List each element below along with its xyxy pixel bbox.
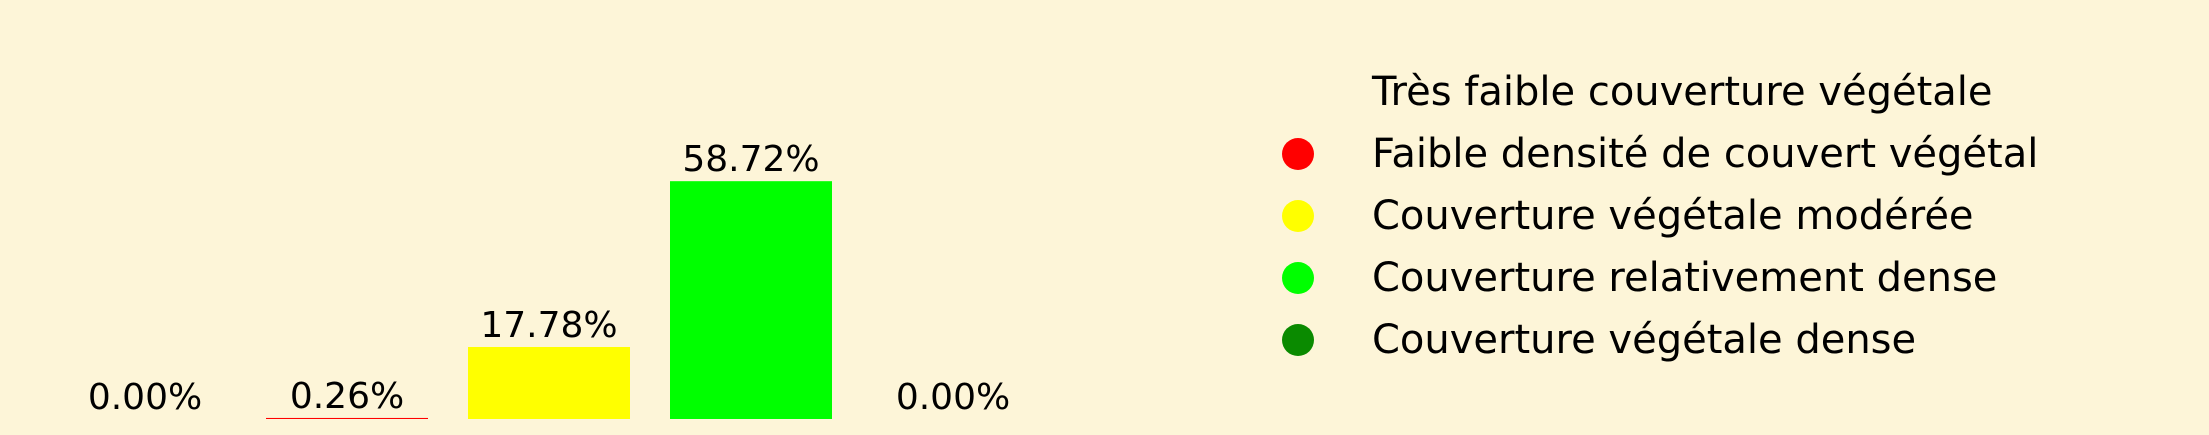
bar-value-label-4: 58.72% — [682, 139, 819, 180]
legend-label-4: Couverture relativement dense — [1372, 255, 1997, 301]
bar-value-label-5: 0.00% — [896, 377, 1010, 418]
legend-marker-1 — [1282, 76, 1314, 108]
bar-value-label-3: 17.78% — [480, 305, 617, 346]
legend-marker-4 — [1282, 262, 1314, 294]
legend-label-2: Faible densité de couvert végétal — [1372, 131, 2038, 177]
bar-value-label-2: 0.26% — [290, 376, 404, 417]
legend-marker-3 — [1282, 200, 1314, 232]
legend: Très faible couverture végétale Faible de… — [1282, 69, 2038, 363]
legend-label-1: Très faible couverture végétale — [1371, 69, 1993, 115]
legend-marker-5 — [1282, 324, 1314, 356]
value-labels: 0.00% 0.26% 17.78% 58.72% 0.00% — [88, 139, 1010, 418]
bar-value-label-1: 0.00% — [88, 377, 202, 418]
bar-3 — [468, 346, 630, 419]
legend-label-5: Couverture végétale dense — [1372, 317, 1916, 363]
legend-label-3: Couverture végétale modérée — [1372, 193, 1974, 239]
bar-2 — [266, 417, 428, 419]
bar-4 — [670, 181, 832, 419]
bars — [266, 181, 832, 419]
legend-marker-2 — [1282, 138, 1314, 170]
